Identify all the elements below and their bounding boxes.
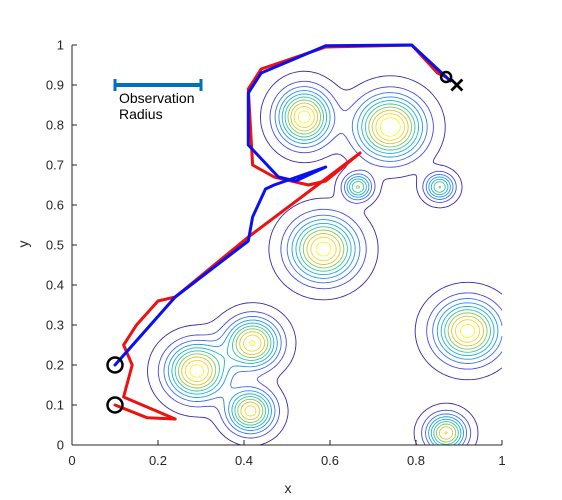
contour-level-7 — [178, 99, 488, 443]
contour-level-9 — [184, 106, 481, 435]
y-tick-label: 0.4 — [46, 278, 64, 293]
x-tick-label: 0.4 — [235, 453, 253, 468]
contour-level-8 — [181, 102, 485, 440]
y-tick-label: 0.1 — [46, 398, 64, 413]
y-tick-label: 0.9 — [46, 78, 64, 93]
y-tick-label: 0.3 — [46, 318, 64, 333]
contour-level-2 — [157, 80, 503, 446]
contour-level-1 — [147, 70, 503, 446]
waypoint-circle-marker — [106, 396, 124, 414]
x-axis-label: x — [285, 480, 292, 496]
y-tick-label: 1 — [57, 38, 64, 53]
contour-field — [147, 70, 503, 446]
contour-level-6 — [174, 96, 491, 445]
contour-level-4 — [167, 90, 499, 446]
goal-cross-marker — [450, 78, 464, 92]
contour-level-10 — [189, 110, 476, 378]
contour-level-3 — [163, 86, 503, 446]
x-tick-label: 0.2 — [149, 453, 167, 468]
observation-radius-label-line1: Observation — [119, 90, 194, 106]
x-tick-label: 0.8 — [407, 453, 425, 468]
y-tick-label: 0.8 — [46, 118, 64, 133]
observation-radius-annotation: Observation Radius — [113, 79, 203, 122]
y-tick-label: 0.6 — [46, 198, 64, 213]
waypoint-circle-marker — [439, 70, 453, 84]
goal-cross-stroke — [450, 78, 464, 92]
path-series — [113, 43, 452, 421]
x-tick-label: 0 — [68, 453, 75, 468]
x-tick-label: 1 — [498, 453, 505, 468]
y-axis-label: y — [15, 241, 31, 248]
contour-level-5 — [171, 93, 495, 446]
y-tick-label: 0.5 — [46, 238, 64, 253]
axes: 0 0.2 0.4 0.6 0.8 1 0 0.1 0.2 0.3 0.4 0.5 0.6 0.7 0.8 0… — [46, 38, 506, 469]
observation-radius-label-line2: Radius — [119, 106, 163, 122]
y-tick-label: 0 — [57, 438, 64, 453]
x-tick-label: 0.6 — [321, 453, 339, 468]
path-markers — [106, 70, 464, 414]
waypoint-circle-marker — [106, 356, 124, 374]
path-line-blue — [113, 43, 452, 367]
y-tick-label: 0.7 — [46, 158, 64, 173]
y-tick-label: 0.2 — [46, 358, 64, 373]
